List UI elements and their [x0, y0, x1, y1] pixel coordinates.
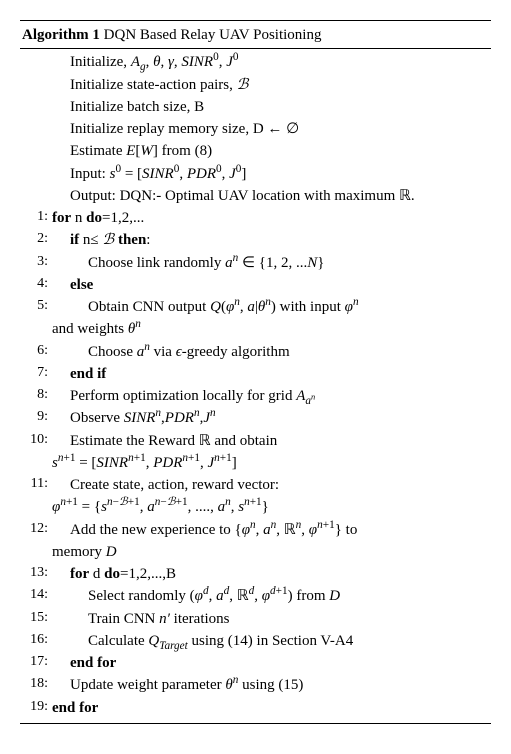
- algorithm-init-lines: Initialize, Ag, θ, γ, SINR0, J0 Initializ…: [22, 51, 489, 207]
- algorithm-body: Initialize, Ag, θ, γ, SINR0, J0 Initializ…: [20, 49, 491, 723]
- line-number: 19:: [22, 698, 52, 717]
- line-content: end if: [52, 364, 489, 384]
- line-content: Initialize, Ag, θ, γ, SINR0, J0: [52, 52, 489, 72]
- line-number: 13:: [22, 564, 52, 583]
- line-content: Train CNN n′ iterations: [52, 609, 489, 629]
- algorithm-line: 4:else: [22, 274, 489, 296]
- line-number: 1:: [22, 208, 52, 227]
- line-content: Estimate E[W] from (8): [52, 141, 489, 161]
- line-number: 4:: [22, 275, 52, 294]
- algorithm-init-line: Initialize, Ag, θ, γ, SINR0, J0: [22, 51, 489, 73]
- line-number: 7:: [22, 364, 52, 383]
- algorithm-line: 16:Calculate QTarget using (14) in Secti…: [22, 630, 489, 652]
- algorithm-line-cont: φn+1 = {sn−ℬ+1, an−ℬ+1, ...., an, sn+1}: [22, 496, 489, 518]
- line-content: Choose an via ϵ-greedy algorithm: [52, 342, 489, 362]
- algorithm-line: 11:Create state, action, reward vector:: [22, 474, 489, 496]
- algorithm-init-line: Initialize state-action pairs, ℬ: [22, 74, 489, 96]
- line-number: 18:: [22, 675, 52, 694]
- line-content: end for: [52, 653, 489, 673]
- algorithm-init-line: Initialize replay memory size, D ← ∅: [22, 118, 489, 140]
- algorithm-init-line: Output: DQN:- Optimal UAV location with …: [22, 185, 489, 207]
- line-content: Input: s0 = [SINR0, PDR0, J0]: [52, 164, 489, 184]
- line-number: 10:: [22, 431, 52, 450]
- algorithm-line-cont: memory D: [22, 541, 489, 563]
- line-number: 16:: [22, 631, 52, 650]
- algorithm-line: 15:Train CNN n′ iterations: [22, 608, 489, 630]
- algorithm-init-line: Estimate E[W] from (8): [22, 140, 489, 162]
- line-number: 17:: [22, 653, 52, 672]
- line-number: 12:: [22, 520, 52, 539]
- algorithm-line: 12:Add the new experience to {φn, an, ℝn…: [22, 519, 489, 541]
- line-content: φn+1 = {sn−ℬ+1, an−ℬ+1, ...., an, sn+1}: [52, 497, 489, 517]
- algorithm-line: 5:Obtain CNN output Q(φn, a|θn) with inp…: [22, 296, 489, 318]
- algorithm-init-line: Input: s0 = [SINR0, PDR0, J0]: [22, 163, 489, 185]
- algorithm-line: 8:Perform optimization locally for grid …: [22, 385, 489, 407]
- line-content: Estimate the Reward ℝ and obtain: [52, 431, 489, 451]
- line-content: and weights θn: [52, 319, 489, 339]
- algorithm-line-cont: sn+1 = [SINRn+1, PDRn+1, Jn+1]: [22, 452, 489, 474]
- algorithm-title-row: Algorithm 1 DQN Based Relay UAV Position…: [20, 21, 491, 49]
- algorithm-line: 3:Choose link randomly an ∈ {1, 2, ...N}: [22, 252, 489, 274]
- line-content: for d do=1,2,...,B: [52, 564, 489, 584]
- algorithm-line: 14:Select randomly (φd, ad, ℝd, φd+1) fr…: [22, 585, 489, 607]
- line-content: Create state, action, reward vector:: [52, 475, 489, 495]
- algorithm-line: 10:Estimate the Reward ℝ and obtain: [22, 430, 489, 452]
- algorithm-name: DQN Based Relay UAV Positioning: [104, 27, 322, 43]
- algorithm-line: 13:for d do=1,2,...,B: [22, 563, 489, 585]
- line-number: 8:: [22, 386, 52, 405]
- line-content: Choose link randomly an ∈ {1, 2, ...N}: [52, 253, 489, 273]
- line-content: Initialize replay memory size, D ← ∅: [52, 119, 489, 139]
- line-content: if n≤ ℬ then:: [52, 230, 489, 250]
- algorithm-line: 19:end for: [22, 697, 489, 719]
- line-number: 14:: [22, 586, 52, 605]
- line-number: 9:: [22, 408, 52, 427]
- algorithm-numbered-lines: 1:for n do=1,2,...2:if n≤ ℬ then:3:Choos…: [22, 207, 489, 719]
- line-number: 11:: [22, 475, 52, 494]
- line-content: sn+1 = [SINRn+1, PDRn+1, Jn+1]: [52, 453, 489, 473]
- line-content: Initialize batch size, B: [52, 97, 489, 117]
- algorithm-block: Algorithm 1 DQN Based Relay UAV Position…: [20, 20, 491, 724]
- line-content: Perform optimization locally for grid Aa…: [52, 386, 489, 406]
- line-content: for n do=1,2,...: [52, 208, 489, 228]
- line-content: Update weight parameter θn using (15): [52, 675, 489, 695]
- line-content: Observe SINRn,PDRn,Jn: [52, 408, 489, 428]
- line-content: Obtain CNN output Q(φn, a|θn) with input…: [52, 297, 489, 317]
- algorithm-line: 1:for n do=1,2,...: [22, 207, 489, 229]
- line-number: 2:: [22, 230, 52, 249]
- line-content: Add the new experience to {φn, an, ℝn, φ…: [52, 520, 489, 540]
- algorithm-line: 17:end for: [22, 652, 489, 674]
- algorithm-line: 6:Choose an via ϵ-greedy algorithm: [22, 341, 489, 363]
- line-content: Select randomly (φd, ad, ℝd, φd+1) from …: [52, 586, 489, 606]
- line-content: else: [52, 275, 489, 295]
- line-content: end for: [52, 698, 489, 718]
- algorithm-number: Algorithm 1: [22, 27, 100, 43]
- algorithm-init-line: Initialize batch size, B: [22, 96, 489, 118]
- algorithm-line: 18:Update weight parameter θn using (15): [22, 674, 489, 696]
- line-number: 15:: [22, 609, 52, 628]
- algorithm-line: 9:Observe SINRn,PDRn,Jn: [22, 407, 489, 429]
- line-number: 3:: [22, 253, 52, 272]
- line-number: 6:: [22, 342, 52, 361]
- algorithm-line-cont: and weights θn: [22, 318, 489, 340]
- line-content: Output: DQN:- Optimal UAV location with …: [52, 186, 489, 206]
- algorithm-line: 2:if n≤ ℬ then:: [22, 229, 489, 251]
- line-content: Initialize state-action pairs, ℬ: [52, 75, 489, 95]
- line-number: 5:: [22, 297, 52, 316]
- algorithm-line: 7:end if: [22, 363, 489, 385]
- line-content: memory D: [52, 542, 489, 562]
- line-content: Calculate QTarget using (14) in Section …: [52, 631, 489, 651]
